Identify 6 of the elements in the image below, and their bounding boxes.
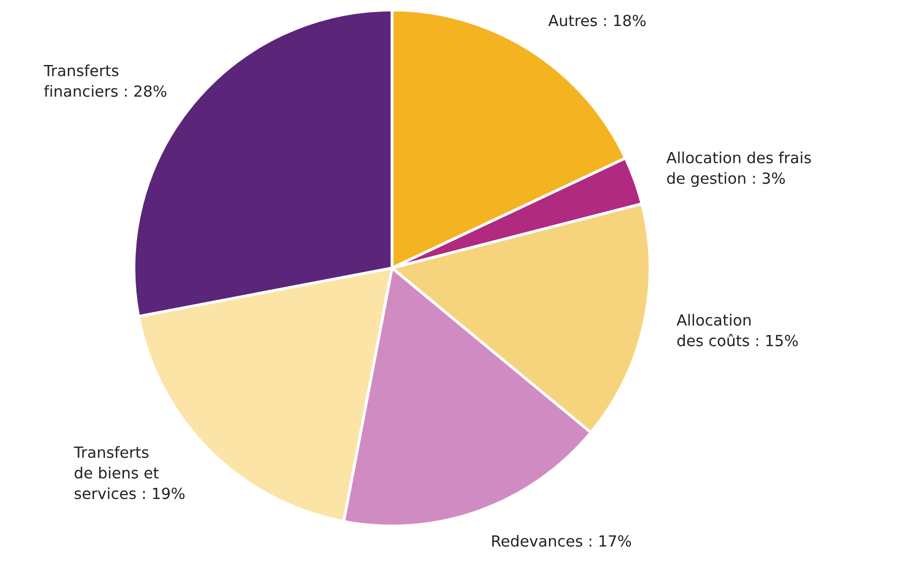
slice-label: Allocation des coûts : 15% [676, 314, 798, 346]
slice-label: Redevances : 17% [492, 534, 631, 547]
slice-label: Transferts financiers : 28% [44, 64, 166, 97]
slice-label: Autres : 18% [548, 14, 646, 26]
slice-label: Allocation des frais de gestion : 3% [666, 152, 811, 187]
slice-label: Transferts de biens et services : 19% [74, 446, 185, 500]
